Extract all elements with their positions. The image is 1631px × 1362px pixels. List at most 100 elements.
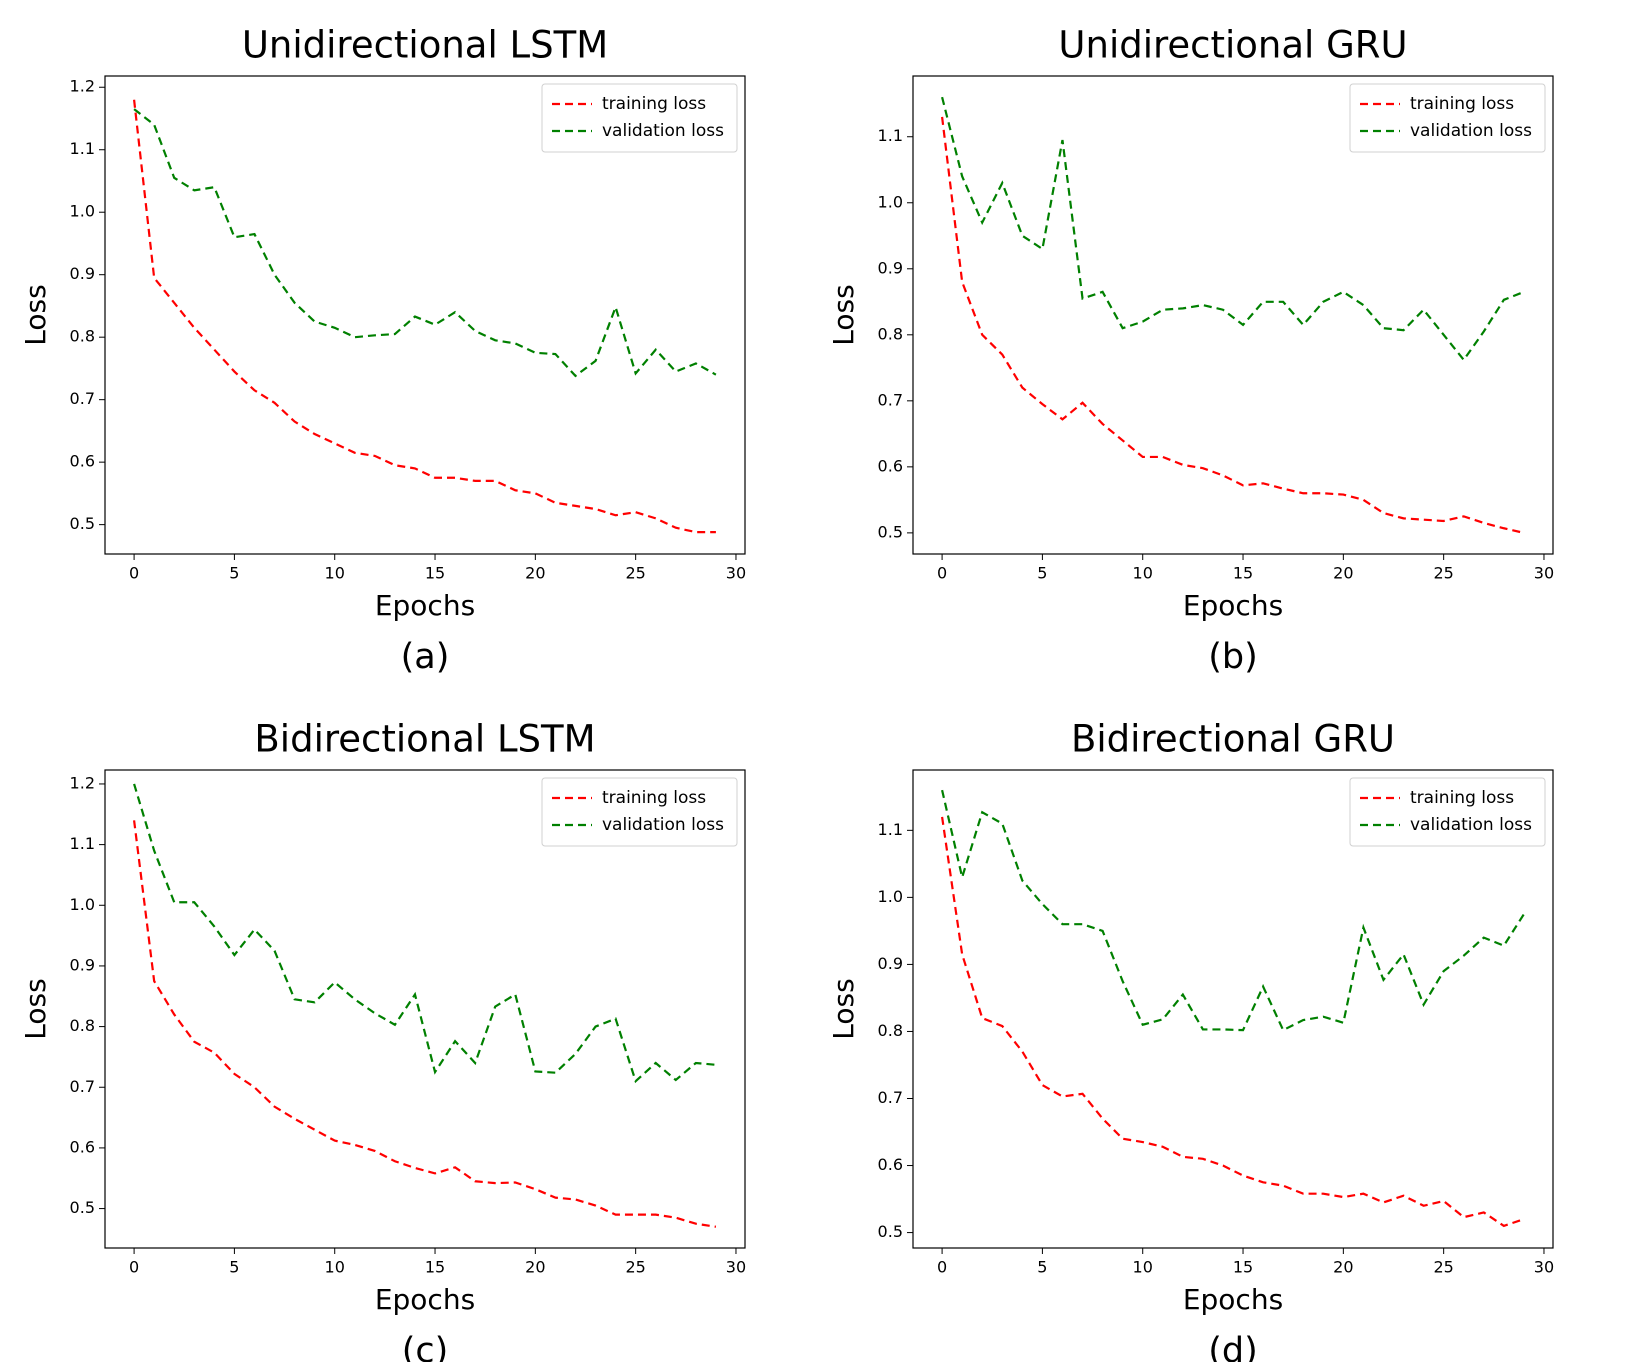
x-tick-label: 20 [525,1258,545,1277]
chart-title: Bidirectional LSTM [254,718,595,761]
y-tick-label: 0.9 [70,955,95,974]
x-tick-label: 25 [625,1258,645,1277]
y-tick-label: 0.7 [70,389,95,408]
line-series [941,816,1525,1228]
caption: (d) [1208,1331,1258,1362]
legend-label: training loss [1410,94,1514,114]
y-tick-label: 0.6 [878,456,903,475]
y-tick-label: 0.6 [878,1155,903,1174]
legend: training loss validation loss [1349,83,1546,153]
plot-frame [104,75,746,555]
x-tick-label: 20 [1333,564,1353,583]
x-axis-label: Epochs [1183,1283,1283,1316]
y-tick-label: 0.7 [70,1077,95,1096]
x-tick-label: 5 [229,1258,239,1277]
x-tick-label: 30 [726,1258,746,1277]
x-tick-label: 10 [1133,1258,1153,1277]
y-axis-label: Loss [827,978,860,1039]
legend-label: validation loss [1410,121,1532,141]
y-tick-label: 1.0 [70,895,95,914]
legend-label: training loss [602,788,706,808]
y-tick-label: 0.5 [878,1222,903,1241]
y-axis-label: Loss [827,284,860,345]
y-tick-label: 1.1 [878,126,903,145]
legend-label: training loss [1410,788,1514,808]
x-tick-label: 0 [129,564,139,583]
y-tick-label: 1.1 [70,834,95,853]
y-tick-label: 0.6 [70,1137,95,1156]
caption: (b) [1208,637,1258,677]
x-tick-label: 5 [1037,564,1047,583]
legend: training loss validation loss [541,83,738,153]
chart-title: Unidirectional GRU [1058,24,1407,67]
x-tick-label: 20 [1333,1258,1353,1277]
line-series [133,108,717,378]
chart-title: Unidirectional LSTM [242,24,608,67]
y-tick-label: 0.8 [70,1016,95,1035]
y-tick-label: 0.8 [878,1021,903,1040]
legend-box [1349,83,1546,153]
y-tick-label: 1.1 [70,139,95,158]
line-series [132,99,716,534]
legend-label: training loss [602,94,706,114]
panel: Unidirectional GRU Epochs (b) Loss 0 5 10 15 20 2… [827,24,1554,678]
x-tick-label: 25 [1433,1258,1453,1277]
line-series [941,96,1525,362]
legend-label: validation loss [1410,815,1532,835]
x-tick-label: 25 [1433,564,1453,583]
plot-frame [912,75,1554,555]
y-axis-label: Loss [19,978,52,1039]
y-axis-label: Loss [19,284,52,345]
chart-title: Bidirectional GRU [1071,718,1395,761]
y-tick-label: 0.5 [70,1198,95,1217]
x-tick-label: 0 [937,1258,947,1277]
x-axis-label: Epochs [1183,589,1283,622]
caption: (a) [401,637,450,677]
line-series [941,789,1525,1032]
y-tick-label: 0.9 [878,954,903,973]
legend: training loss validation loss [1349,777,1546,847]
x-tick-label: 15 [425,1258,445,1277]
y-tick-label: 1.2 [70,773,95,792]
x-tick-label: 30 [726,564,746,583]
line-series [940,116,1525,534]
line-series [132,820,717,1228]
plot-frame [104,769,746,1249]
y-tick-label: 0.9 [70,264,95,283]
legend-box [541,777,738,847]
y-tick-label: 0.8 [878,324,903,343]
x-axis-label: Epochs [375,1283,475,1316]
y-tick-label: 1.0 [70,202,95,221]
y-tick-label: 1.0 [878,887,903,906]
legend-label: validation loss [602,121,724,141]
legend-box [541,83,738,153]
plot-frame [912,769,1554,1249]
x-axis-label: Epochs [375,589,475,622]
caption: (c) [402,1331,449,1362]
x-tick-label: 0 [937,564,947,583]
y-tick-label: 1.1 [878,820,903,839]
line-series [133,783,717,1084]
y-tick-label: 0.7 [878,1088,903,1107]
x-tick-label: 30 [1534,564,1554,583]
y-tick-label: 0.7 [878,390,903,409]
x-tick-label: 30 [1534,1258,1554,1277]
panel: Unidirectional LSTM Epochs (a) Loss 0 5 10 15 20… [19,24,746,678]
y-tick-label: 0.6 [70,452,95,471]
legend: training loss validation loss [541,777,738,847]
x-tick-label: 15 [425,564,445,583]
y-tick-label: 0.5 [878,522,903,541]
x-tick-label: 10 [1133,564,1153,583]
x-tick-label: 15 [1233,564,1253,583]
y-tick-label: 0.5 [70,514,95,533]
x-tick-label: 5 [229,564,239,583]
x-tick-label: 5 [1037,1258,1047,1277]
x-tick-label: 10 [325,564,345,583]
panel: Bidirectional LSTM Epochs (c) Loss 0 5 10 15 20 2… [19,718,746,1362]
y-tick-label: 0.9 [878,258,903,277]
y-tick-label: 1.0 [878,192,903,211]
x-tick-label: 25 [625,564,645,583]
legend-box [1349,777,1546,847]
y-tick-label: 0.8 [70,327,95,346]
